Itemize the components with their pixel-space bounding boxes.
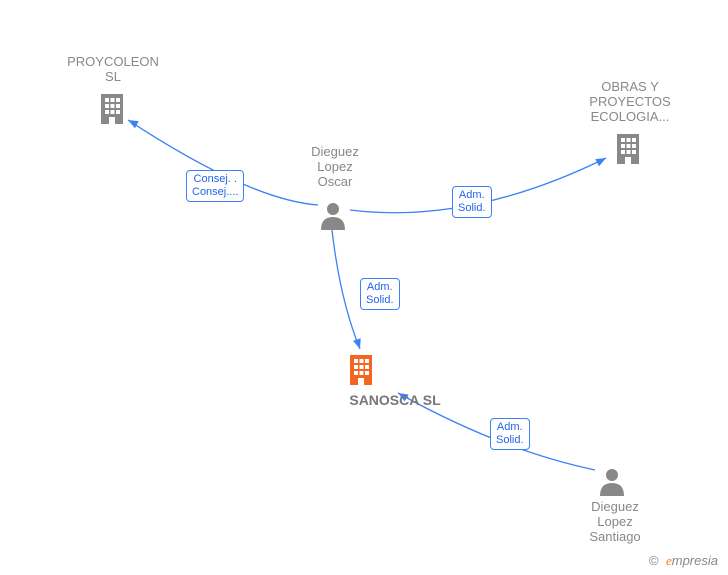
obras-icon[interactable]: [614, 132, 642, 166]
watermark: © empresia: [649, 553, 718, 569]
dieguez_santiago-label[interactable]: DieguezLopezSantiago: [570, 500, 660, 545]
dieguez_oscar-label[interactable]: DieguezLopezOscar: [290, 145, 380, 190]
edge-2: [332, 230, 360, 349]
dieguez_santiago-icon[interactable]: [597, 466, 627, 496]
edge-label-2[interactable]: Adm.Solid.: [360, 278, 400, 310]
edge-label-3[interactable]: Adm.Solid.: [490, 418, 530, 450]
copyright-symbol: ©: [649, 553, 659, 568]
sanosca-icon[interactable]: [347, 353, 375, 387]
dieguez_oscar-icon[interactable]: [318, 200, 348, 230]
edge-arrow-2: [353, 338, 361, 349]
sanosca-label[interactable]: SANOSCA SL: [325, 392, 465, 408]
edge-arrow-0: [128, 120, 139, 128]
obras-label[interactable]: OBRAS YPROYECTOSECOLOGIA...: [570, 80, 690, 125]
edge-label-0[interactable]: Consej. .Consej....: [186, 170, 244, 202]
edge-arrow-1: [595, 158, 606, 166]
edge-label-1[interactable]: Adm.Solid.: [452, 186, 492, 218]
proycoleon-label[interactable]: PROYCOLEONSL: [58, 55, 168, 85]
proycoleon-icon[interactable]: [98, 92, 126, 126]
brand-rest: mpresia: [672, 553, 718, 568]
